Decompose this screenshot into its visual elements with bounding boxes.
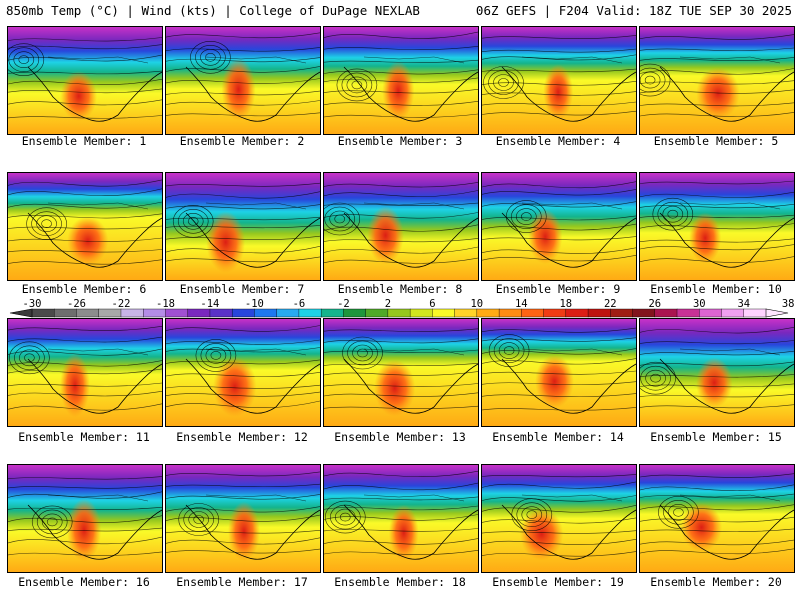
ensemble-member-map [323, 318, 479, 427]
colorbar-tick-label: -26 [67, 298, 86, 310]
colorbar-swatch [54, 308, 77, 318]
colorbar-tick-label: 38 [782, 298, 795, 310]
colorbar-tick-label: -6 [293, 298, 306, 310]
colorbar-tick-label: -18 [156, 298, 175, 310]
colorbar-swatch [231, 308, 255, 318]
ensemble-member-label: Ensemble Member: 17 [176, 575, 308, 589]
colorbar-swatch [165, 308, 189, 318]
ensemble-member-label: Ensemble Member: 11 [18, 430, 150, 444]
colorbar-swatch [343, 308, 367, 318]
ensemble-member-map [323, 464, 479, 573]
colorbar-swatch [654, 308, 678, 318]
model-run-info: 06Z GEFS | F204 Valid: 18Z TUE SEP 30 20… [475, 3, 792, 18]
ensemble-member-label: Ensemble Member: 13 [334, 430, 466, 444]
colorbar-swatch [298, 308, 322, 318]
colorbar-swatch [743, 308, 767, 318]
colorbar-swatch [543, 308, 567, 318]
colorbar-tick-label: 34 [737, 298, 750, 310]
colorbar-swatch [98, 308, 122, 318]
temperature-colorbar: -30 -26 -22 -18 -14 -10 -6 -2 2 6 10 14 18 22 26 30 34 38… [9, 298, 795, 318]
ensemble-member-map [639, 172, 795, 281]
colorbar-tick-label: -22 [112, 298, 131, 310]
colorbar-swatch [76, 308, 100, 318]
ensemble-member-label: Ensemble Member: 15 [650, 430, 782, 444]
ensemble-member-label: Ensemble Member: 8 [337, 282, 463, 296]
colorbar-swatch [143, 308, 166, 318]
colorbar-swatch [276, 308, 300, 318]
colorbar-swatch [120, 308, 144, 318]
colorbar-tick-label: 26 [648, 298, 661, 310]
ensemble-member-label: Ensemble Member: 9 [495, 282, 621, 296]
ensemble-member-map [323, 26, 479, 135]
ensemble-member-label: Ensemble Member: 16 [18, 575, 150, 589]
ensemble-member-map [165, 172, 321, 281]
colorbar-swatch [432, 308, 456, 318]
colorbar-swatch [409, 308, 433, 318]
colorbar-swatch [587, 308, 611, 318]
ensemble-member-map [639, 464, 795, 573]
ensemble-member-label: Ensemble Member: 2 [179, 134, 305, 148]
colorbar-swatch [476, 308, 500, 318]
ensemble-member-label: Ensemble Member: 1 [21, 134, 147, 148]
colorbar-swatch [387, 308, 411, 318]
ensemble-member-label: Ensemble Member: 18 [334, 575, 466, 589]
colorbar-tick-label: 18 [559, 298, 572, 310]
colorbar-swatch [320, 308, 344, 318]
colorbar-arrow [9, 308, 33, 318]
colorbar-swatch [632, 308, 656, 318]
colorbar-swatch [365, 308, 389, 318]
colorbar-swatch [610, 308, 634, 318]
ensemble-member-map [481, 318, 637, 427]
ensemble-member-label: Ensemble Member: 20 [650, 575, 782, 589]
ensemble-member-map [323, 172, 479, 281]
colorbar-tick-label: -10 [245, 298, 264, 310]
ensemble-member-map [639, 318, 795, 427]
colorbar-tick-label: -2 [337, 298, 350, 310]
colorbar-swatch [454, 308, 478, 318]
ensemble-member-map [165, 464, 321, 573]
ensemble-member-label: Ensemble Member: 7 [179, 282, 305, 296]
colorbar-tick-label: -14 [200, 298, 219, 310]
colorbar-swatch [254, 308, 278, 318]
colorbar-swatch [565, 308, 589, 318]
ensemble-member-label: Ensemble Member: 14 [492, 430, 624, 444]
colorbar-arrow [765, 308, 789, 318]
ensemble-member-map [165, 26, 321, 135]
colorbar-tick-label: 10 [470, 298, 483, 310]
ensemble-member-map [165, 318, 321, 427]
ensemble-member-label: Ensemble Member: 12 [176, 430, 308, 444]
map-title: 850mb Temp (°C) | Wind (kts) | College o… [6, 3, 420, 18]
ensemble-member-label: Ensemble Member: 19 [492, 575, 624, 589]
ensemble-member-map [481, 464, 637, 573]
ensemble-member-label: Ensemble Member: 10 [650, 282, 782, 296]
ensemble-member-label: Ensemble Member: 3 [337, 134, 463, 148]
colorbar-tick-label: 6 [429, 298, 435, 310]
ensemble-member-map [7, 26, 163, 135]
colorbar-swatch [721, 308, 745, 318]
ensemble-member-label: Ensemble Member: 4 [495, 134, 621, 148]
ensemble-member-map [7, 464, 163, 573]
colorbar-tick-label: 22 [604, 298, 617, 310]
colorbar-tick-label: 2 [385, 298, 391, 310]
colorbar-swatch [521, 308, 545, 318]
ensemble-member-map [481, 172, 637, 281]
colorbar-swatch [209, 308, 233, 318]
ensemble-member-label: Ensemble Member: 5 [653, 134, 779, 148]
colorbar-tick-label: 30 [693, 298, 706, 310]
ensemble-member-map [7, 172, 163, 281]
ensemble-member-map [7, 318, 163, 427]
ensemble-member-label: Ensemble Member: 6 [21, 282, 147, 296]
colorbar-swatch [699, 308, 723, 318]
colorbar-swatch [676, 308, 700, 318]
colorbar-swatch [31, 308, 55, 318]
ensemble-member-map [481, 26, 637, 135]
colorbar-swatch [187, 308, 211, 318]
ensemble-member-map [639, 26, 795, 135]
colorbar-tick-label: 14 [515, 298, 528, 310]
colorbar-swatch [498, 308, 522, 318]
colorbar-tick-label: -30 [23, 298, 42, 310]
